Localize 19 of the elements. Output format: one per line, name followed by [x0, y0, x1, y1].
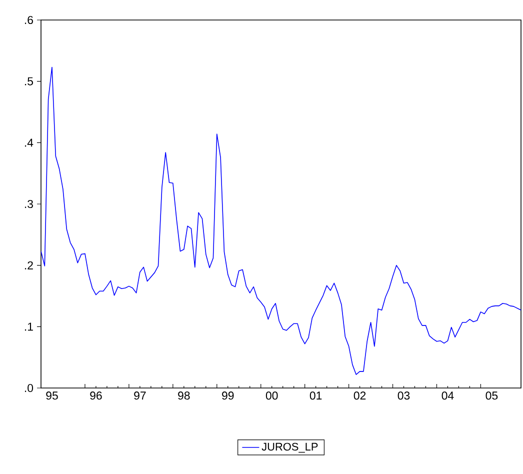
- y-tick-label: .1: [24, 322, 33, 331]
- x-tick-label: 96: [90, 392, 102, 400]
- x-tick-label: 95: [46, 392, 58, 400]
- y-tick-label: .3: [24, 200, 33, 208]
- y-tick-label: .2: [24, 261, 33, 270]
- y-tick-label: .4: [24, 138, 34, 147]
- x-tick-label: 03: [398, 392, 410, 400]
- y-tick-label: .5: [24, 77, 34, 86]
- x-tick-label: 04: [442, 392, 454, 400]
- x-tick-label: 05: [486, 392, 498, 400]
- x-tick-label: 00: [266, 392, 278, 400]
- x-tick-label: 97: [134, 392, 146, 400]
- y-tick-label: .0: [24, 384, 34, 392]
- x-tick-label: 01: [310, 392, 322, 400]
- y-tick-label: .6: [24, 16, 33, 24]
- legend-label: JUROS_LP: [262, 442, 318, 453]
- x-tick-label: 02: [354, 392, 366, 400]
- x-tick-label: 98: [178, 392, 190, 400]
- x-tick-label: 99: [222, 392, 234, 400]
